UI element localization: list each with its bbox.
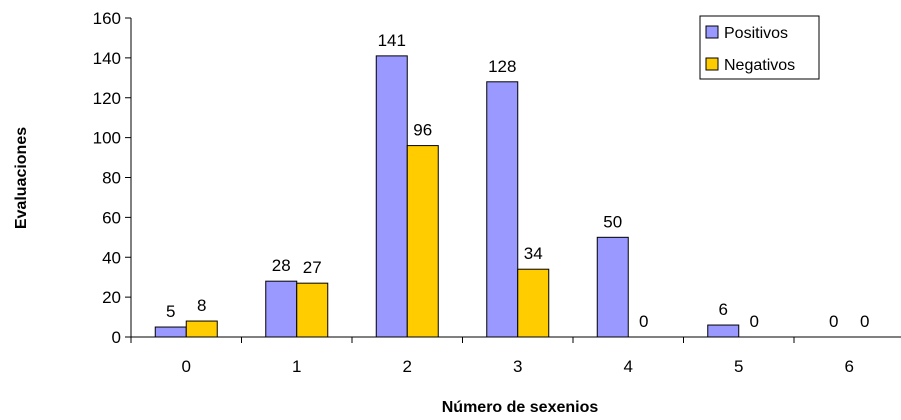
- x-tick-label: 5: [734, 357, 743, 376]
- y-axis-title: Evaluaciones: [13, 127, 30, 229]
- x-tick-label: 6: [845, 357, 854, 376]
- bar-negativos-0: [185, 320, 218, 338]
- bar-negativos-2: [406, 145, 439, 338]
- data-label-positivos-6: 0: [829, 312, 838, 331]
- data-label-negativos-3: 34: [524, 244, 543, 263]
- data-labels: 5 28 141 128 50 6 0 8 27 96 34 0 0 0: [166, 31, 869, 331]
- bar-positivos-0: [154, 326, 187, 338]
- y-tick-label: 160: [93, 9, 121, 28]
- bar-positivos-2: [375, 55, 408, 338]
- y-tick-label: 0: [112, 328, 121, 347]
- y-tick-label: 60: [102, 208, 121, 227]
- data-label-positivos-2: 141: [378, 31, 406, 50]
- bar-positivos-1: [265, 280, 298, 338]
- bars: [154, 55, 740, 338]
- y-tick-label: 100: [93, 129, 121, 148]
- x-tick-label: 3: [513, 357, 522, 376]
- x-axis-title: Número de sexenios: [442, 399, 599, 416]
- bar-positivos-4: [596, 236, 629, 338]
- legend-swatch-positivos: [705, 25, 719, 39]
- y-tick-label: 140: [93, 49, 121, 68]
- x-tick-label: 4: [624, 357, 633, 376]
- data-label-positivos-5: 6: [719, 300, 728, 319]
- data-label-negativos-1: 27: [303, 258, 322, 277]
- bar-negativos-1: [296, 282, 329, 338]
- data-label-negativos-6: 0: [860, 312, 869, 331]
- y-tick-label: 120: [93, 89, 121, 108]
- bar-positivos-5: [707, 324, 740, 338]
- x-tick-label: 2: [403, 357, 412, 376]
- x-tick-label: 1: [292, 357, 301, 376]
- data-label-negativos-4: 0: [639, 312, 648, 331]
- data-label-negativos-5: 0: [750, 312, 759, 331]
- data-label-positivos-0: 5: [166, 302, 175, 321]
- bar-positivos-3: [486, 81, 519, 338]
- y-tick-label: 40: [102, 248, 121, 267]
- legend-label-negativos: Negativos: [724, 57, 795, 74]
- y-axis-ticks: 0 20 40 60 80 100 120 140 160: [93, 9, 131, 347]
- legend: Positivos Negativos: [699, 15, 820, 80]
- legend-frame: [699, 15, 820, 80]
- legend-swatch-negativos: [705, 57, 719, 71]
- y-tick-label: 80: [102, 169, 121, 188]
- data-label-positivos-4: 50: [603, 212, 622, 231]
- bar-negativos-3: [517, 268, 550, 338]
- legend-label-positivos: Positivos: [724, 25, 788, 42]
- data-label-positivos-3: 128: [488, 57, 516, 76]
- x-axis-ticks: 0 1 2 3 4 5 6: [130, 337, 854, 376]
- data-label-negativos-0: 8: [197, 296, 206, 315]
- data-label-positivos-1: 28: [272, 256, 291, 275]
- y-tick-label: 20: [102, 288, 121, 307]
- x-tick-label: 0: [182, 357, 191, 376]
- data-label-negativos-2: 96: [413, 121, 432, 140]
